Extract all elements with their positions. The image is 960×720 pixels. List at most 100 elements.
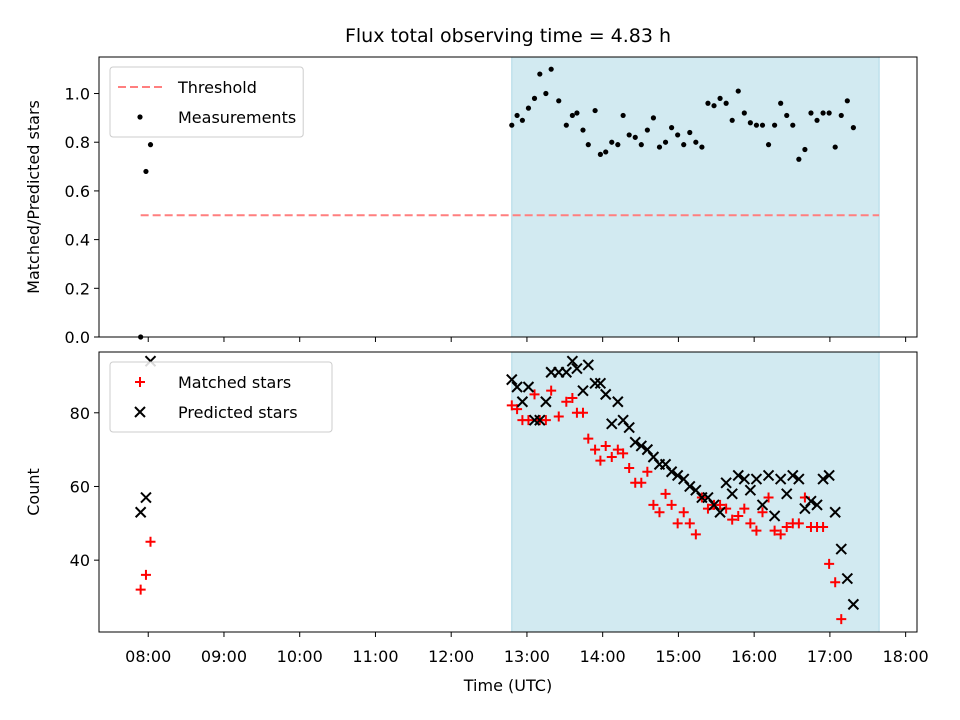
data-point bbox=[711, 103, 716, 108]
data-point bbox=[808, 110, 813, 115]
x-tick-label: 16:00 bbox=[731, 647, 777, 666]
panel-ratio: 0.0 0.2 0.4 0.6 0.8 1.0 Matched/Predicted star… bbox=[24, 57, 917, 347]
data-point bbox=[833, 144, 838, 149]
data-point bbox=[802, 147, 807, 152]
data-point bbox=[574, 110, 579, 115]
data-point bbox=[814, 118, 819, 123]
panel-counts: 40 60 80 08:00 09:00 10:00 11:00 12:00 13:00 14:0… bbox=[24, 352, 929, 666]
y-tick-label: 60 bbox=[70, 477, 90, 496]
data-point bbox=[543, 91, 548, 96]
data-point bbox=[784, 113, 789, 118]
data-point bbox=[143, 169, 148, 174]
x-tick-label: 18:00 bbox=[883, 647, 929, 666]
data-point bbox=[556, 98, 561, 103]
y-tick-label: 0.2 bbox=[65, 279, 90, 298]
y-axis-label: Matched/Predicted stars bbox=[24, 100, 43, 294]
data-point bbox=[549, 67, 554, 72]
data-point bbox=[754, 123, 759, 128]
data-point bbox=[669, 125, 674, 130]
data-point bbox=[790, 123, 795, 128]
data-point bbox=[615, 142, 620, 147]
data-point bbox=[621, 113, 626, 118]
legend-swatch-measurements bbox=[137, 114, 142, 119]
y-tick-label: 0.6 bbox=[65, 182, 90, 201]
data-point bbox=[146, 537, 156, 547]
legend-label-matched-stars: Matched stars bbox=[178, 373, 291, 392]
legend-label-measurements: Measurements bbox=[178, 108, 296, 127]
data-point bbox=[796, 157, 801, 162]
data-point bbox=[532, 96, 537, 101]
data-point bbox=[778, 101, 783, 106]
data-point bbox=[681, 142, 686, 147]
data-point bbox=[663, 140, 668, 145]
data-point bbox=[537, 71, 542, 76]
data-point bbox=[586, 142, 591, 147]
y-tick-label: 0.0 bbox=[65, 328, 90, 347]
data-point bbox=[136, 585, 146, 595]
shaded-region bbox=[512, 57, 879, 337]
data-point bbox=[526, 106, 531, 111]
data-point bbox=[687, 130, 692, 135]
legend: Threshold Measurements bbox=[110, 67, 303, 137]
y-tick-label: 0.4 bbox=[65, 231, 90, 250]
data-point bbox=[570, 113, 575, 118]
data-point bbox=[724, 101, 729, 106]
data-point bbox=[564, 123, 569, 128]
data-point bbox=[593, 108, 598, 113]
data-point bbox=[141, 570, 151, 580]
data-point bbox=[633, 135, 638, 140]
data-point bbox=[148, 142, 153, 147]
data-point bbox=[766, 142, 771, 147]
y-tick-label: 80 bbox=[70, 404, 90, 423]
data-point bbox=[675, 132, 680, 137]
data-point bbox=[627, 132, 632, 137]
data-point bbox=[730, 118, 735, 123]
legend: Matched stars Predicted stars bbox=[110, 362, 332, 432]
data-point bbox=[705, 101, 710, 106]
data-point bbox=[136, 507, 146, 517]
legend-label-predicted-stars: Predicted stars bbox=[178, 403, 298, 422]
data-point bbox=[141, 493, 151, 503]
data-point bbox=[598, 152, 603, 157]
x-tick-label: 12:00 bbox=[428, 647, 474, 666]
data-point bbox=[514, 113, 519, 118]
shaded-region bbox=[512, 352, 879, 632]
x-tick-label: 17:00 bbox=[807, 647, 853, 666]
data-point bbox=[845, 98, 850, 103]
x-tick-label: 15:00 bbox=[655, 647, 701, 666]
y-tick-label: 40 bbox=[70, 551, 90, 570]
data-point bbox=[520, 118, 525, 123]
data-point bbox=[736, 88, 741, 93]
data-point bbox=[717, 96, 722, 101]
y-tick-label: 1.0 bbox=[65, 85, 90, 104]
data-point bbox=[609, 140, 614, 145]
x-tick-label: 08:00 bbox=[125, 647, 171, 666]
data-point bbox=[580, 127, 585, 132]
data-point bbox=[851, 125, 856, 130]
data-point bbox=[657, 144, 662, 149]
data-point bbox=[760, 123, 765, 128]
figure: Flux total observing time = 4.83 h 0.0 0.2… bbox=[0, 0, 960, 720]
x-tick-label: 14:00 bbox=[580, 647, 626, 666]
data-point bbox=[699, 144, 704, 149]
legend-label-threshold: Threshold bbox=[177, 78, 257, 97]
x-tick-label: 10:00 bbox=[277, 647, 323, 666]
x-tick-label: 11:00 bbox=[352, 647, 398, 666]
data-point bbox=[820, 110, 825, 115]
data-point bbox=[645, 127, 650, 132]
y-axis-label: Count bbox=[24, 468, 43, 516]
data-point bbox=[827, 110, 832, 115]
y-tick-label: 0.8 bbox=[65, 133, 90, 152]
data-point bbox=[639, 142, 644, 147]
data-point bbox=[693, 140, 698, 145]
x-axis-label: Time (UTC) bbox=[463, 676, 552, 695]
chart-title: Flux total observing time = 4.83 h bbox=[345, 25, 671, 47]
data-point bbox=[509, 123, 514, 128]
data-point bbox=[651, 115, 656, 120]
data-point bbox=[748, 120, 753, 125]
data-point bbox=[603, 149, 608, 154]
x-tick-label: 09:00 bbox=[201, 647, 247, 666]
data-point bbox=[772, 123, 777, 128]
x-tick-label: 13:00 bbox=[504, 647, 550, 666]
data-point bbox=[839, 113, 844, 118]
